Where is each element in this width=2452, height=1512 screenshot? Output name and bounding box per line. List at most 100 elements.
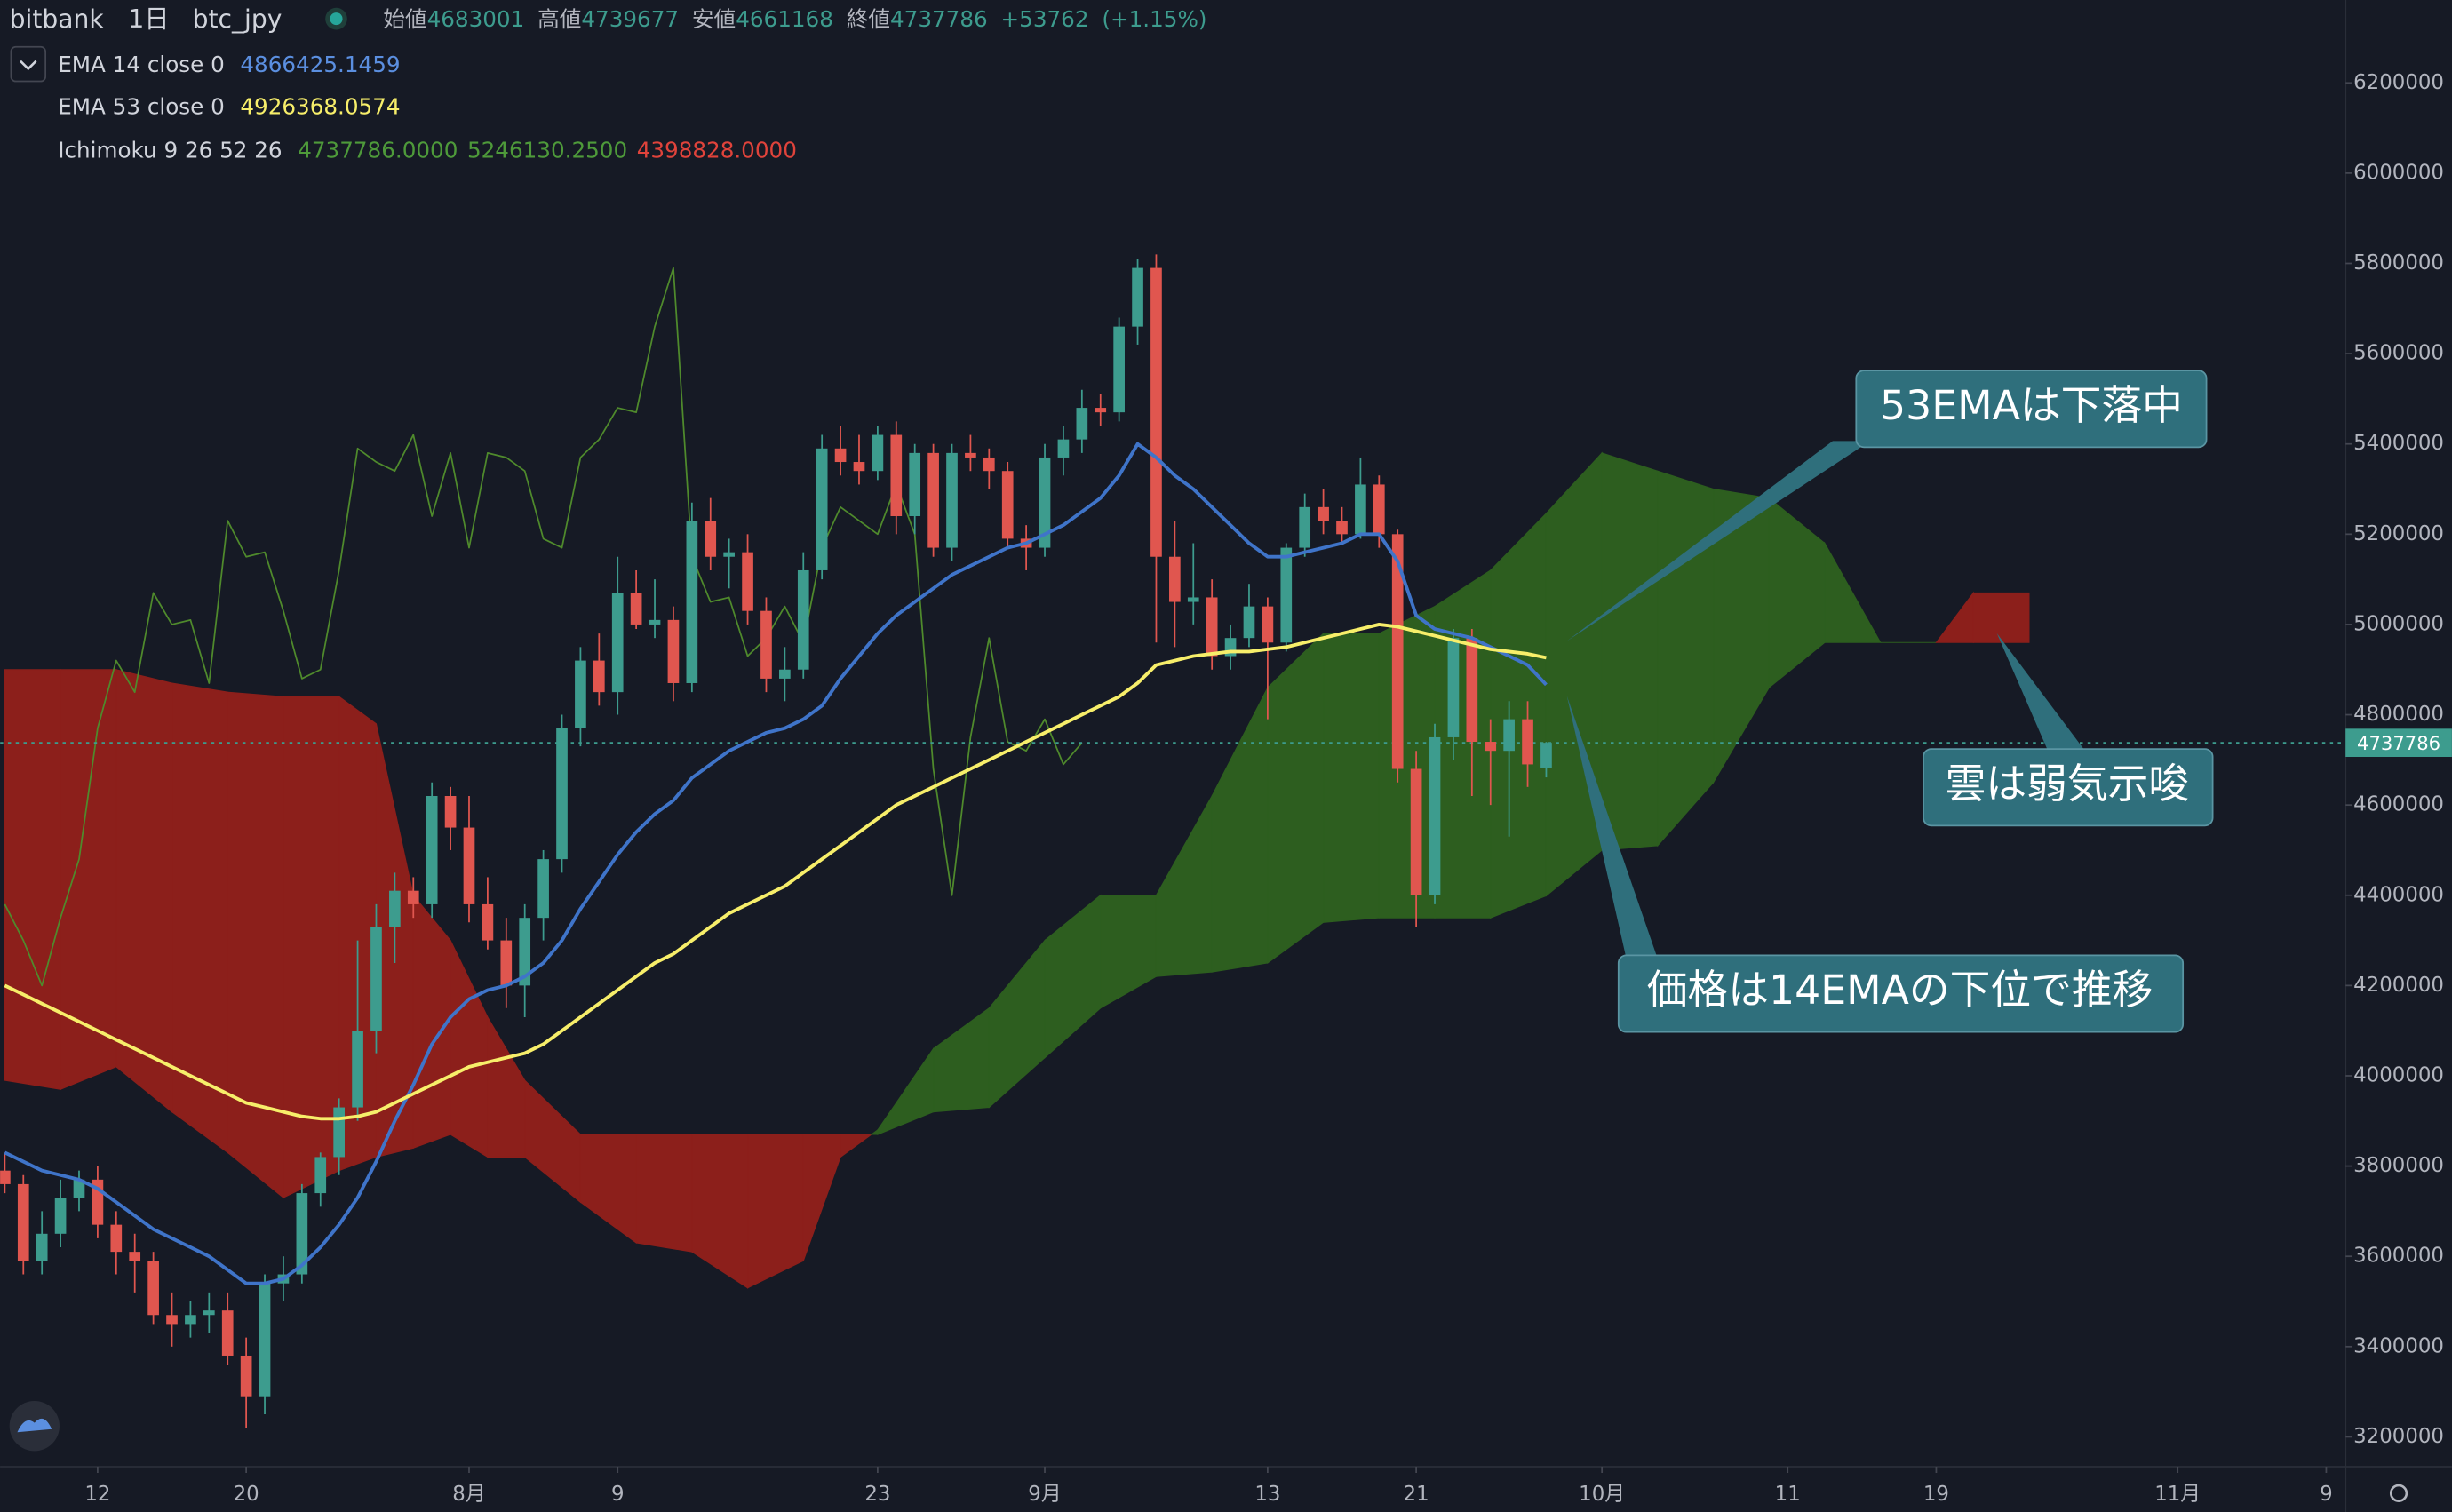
candle-body [296, 1193, 308, 1275]
y-tick-label: 3200000 [2353, 1425, 2444, 1448]
ohlc-value: 4739677 [581, 6, 679, 32]
legend-name: EMA 53 close 0 [58, 93, 225, 119]
candle-body [1540, 743, 1552, 768]
candle-body [556, 728, 568, 860]
callout-pointer [1566, 696, 1658, 959]
cloud-segment [4, 669, 61, 1090]
callout-box [1923, 748, 2214, 827]
candle-body [872, 434, 884, 472]
candle-body [1132, 267, 1143, 327]
y-tick-label: 5800000 [2353, 251, 2444, 275]
x-tick-label: 12 [84, 1483, 110, 1506]
cloud-segment [1378, 605, 1436, 919]
candle-body [909, 452, 921, 517]
candle-body [352, 1031, 363, 1108]
candle-body [1485, 742, 1497, 752]
candle-body [370, 927, 382, 1031]
candle-body [1355, 484, 1366, 535]
y-tick-label: 4000000 [2353, 1063, 2444, 1086]
candle-body [1187, 597, 1199, 602]
callout-box [1855, 370, 2208, 449]
candle-body [333, 1107, 345, 1158]
x-tick-label: 8月 [452, 1483, 485, 1506]
legend-name: Ichimoku 9 26 52 26 [58, 138, 282, 163]
y-tick-label: 5200000 [2353, 522, 2444, 545]
y-tick-label: 4400000 [2353, 883, 2444, 906]
ticker: btc_jpy [193, 4, 283, 34]
candle-body [259, 1283, 271, 1397]
y-tick-label: 4600000 [2353, 793, 2444, 816]
candle-body [1318, 506, 1329, 521]
candle-body [834, 448, 847, 463]
cloud-segment [1972, 592, 2030, 643]
ohlc-label: 安値 [692, 6, 736, 32]
cloud-segment [635, 1134, 693, 1253]
candle-body [1057, 439, 1070, 458]
y-tick-label: 4800000 [2353, 703, 2444, 726]
candles [0, 254, 1552, 1428]
candle-body [1299, 506, 1311, 548]
ohlc-value: 4661168 [736, 6, 833, 32]
candle-body [444, 795, 457, 828]
collapse-button[interactable] [10, 45, 47, 83]
candle-body [816, 448, 828, 570]
y-tick-label: 6000000 [2353, 161, 2444, 184]
candle-body [203, 1310, 215, 1316]
ema-line [4, 623, 1547, 1121]
candle-body [1243, 606, 1255, 639]
candle-body [575, 660, 586, 728]
candle-body [965, 452, 976, 458]
candle-body [649, 619, 661, 625]
legend-value: 4926368.0574 [240, 93, 400, 119]
cloud-segment [1601, 452, 1659, 851]
ohlc-line: 始値4683001 高値4739677 安値4661168 終値4737786 … [383, 6, 1206, 32]
cloud-segment [1824, 541, 1882, 643]
cloud-segment [1545, 451, 1603, 897]
y-tick-label: 5600000 [2353, 342, 2444, 365]
x-tick-label: 23 [864, 1483, 890, 1506]
candle-body [1262, 606, 1274, 643]
callout-box [1617, 954, 2185, 1033]
candle-body [611, 593, 624, 693]
candle-body [1373, 484, 1385, 535]
callout-pointer [1566, 441, 1871, 641]
lagging-span-line [4, 267, 1083, 987]
x-tick-label: 19 [1923, 1483, 1949, 1506]
ema-lines [4, 442, 1548, 1285]
candle-body [1429, 736, 1441, 895]
legend-ichimoku: Ichimoku 9 26 52 26 4737786.0000 5246130.2… [58, 138, 797, 163]
legend-ema53: EMA 53 close 0 4926368.0574 [58, 93, 400, 119]
candle-body [17, 1183, 29, 1261]
candle-body [1410, 768, 1422, 895]
ohlc-label: 始値 [383, 6, 426, 32]
candle-body [1113, 326, 1125, 413]
candle-body [1391, 534, 1404, 769]
legend-value: 4737786.0000 [298, 138, 458, 163]
legend-value: 4398828.0000 [637, 138, 797, 163]
candle-body [407, 890, 419, 904]
candle-body [723, 552, 735, 557]
x-tick-label: 9月 [1028, 1483, 1061, 1506]
candle-body [1169, 556, 1181, 602]
candle-body [1001, 471, 1014, 539]
candle-body [742, 552, 753, 611]
candle-body [890, 434, 903, 517]
cloud-segment [283, 696, 340, 1199]
candle-body [667, 619, 680, 683]
x-tick-label: 13 [1254, 1483, 1280, 1506]
candle-body [797, 569, 809, 670]
change: +53762 [1001, 6, 1089, 32]
y-tick-label: 3600000 [2353, 1245, 2444, 1268]
y-tick-label: 6200000 [2353, 71, 2444, 94]
candle-body [946, 452, 958, 548]
candle-body [1447, 638, 1460, 737]
y-tick-label: 3400000 [2353, 1334, 2444, 1357]
ohlc-value: 4737786 [890, 6, 988, 32]
cloud-segment [1323, 633, 1380, 923]
y-tick-label: 4200000 [2353, 974, 2444, 997]
candle-body [463, 827, 475, 904]
interval: 1日 [128, 4, 169, 34]
candle-body [1039, 457, 1051, 548]
settings-icon[interactable] [2389, 1484, 2408, 1502]
y-tick-label: 5400000 [2353, 432, 2444, 455]
